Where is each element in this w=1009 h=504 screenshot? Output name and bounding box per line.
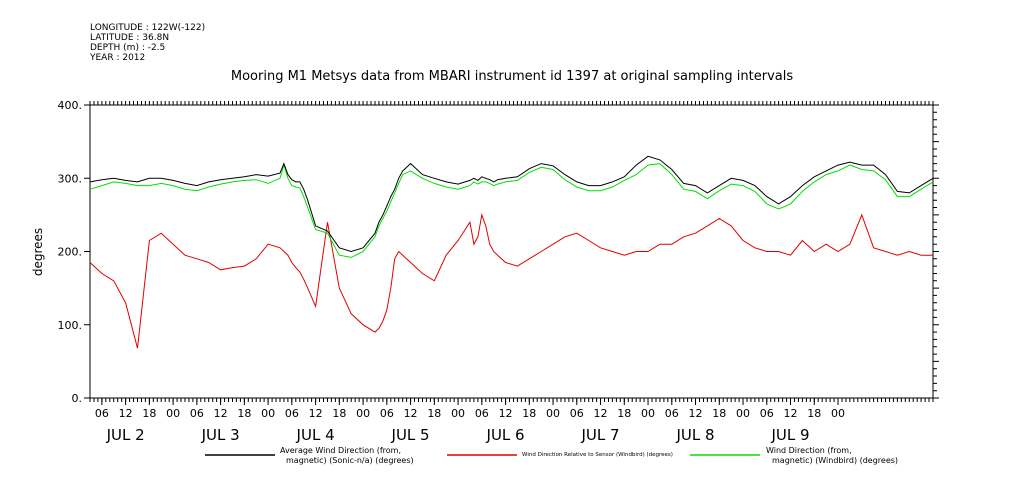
x-hour-label: 00: [261, 407, 275, 420]
x-day-label: JUL 4: [296, 426, 335, 444]
meta-longitude: LONGITUDE : 122W(-122): [90, 23, 205, 33]
series-lines: [89, 155, 934, 349]
y-tick-label: 100.: [58, 319, 83, 332]
series-line-average: [89, 155, 934, 253]
x-hour-label: 12: [499, 407, 513, 420]
x-hour-label: 12: [119, 407, 133, 420]
x-hour-label: 00: [641, 407, 655, 420]
x-day-label: JUL 8: [675, 426, 714, 444]
x-hour-label: 18: [142, 407, 156, 420]
minor-ticks: [89, 101, 939, 402]
y-axis: 0. 100. 200. 300. 400.: [58, 99, 90, 405]
metadata-block: LONGITUDE : 122W(-122) LATITUDE : 36.8N …: [89, 23, 205, 63]
x-hour-label: 00: [451, 407, 465, 420]
x-hour-label: 06: [95, 407, 109, 420]
y-axis-label: degrees: [31, 228, 45, 276]
chart-title: Mooring M1 Metsys data from MBARI instru…: [231, 69, 793, 84]
x-hour-label: 18: [427, 407, 441, 420]
x-hour-label: 00: [166, 407, 180, 420]
series-line-relative: [89, 212, 933, 349]
x-hour-label: 18: [617, 407, 631, 420]
legend-label-average-2: magnetic) (Sonic-n/a) (degrees): [286, 456, 414, 465]
y-tick-label: 0.: [72, 392, 83, 405]
x-hour-label: 06: [760, 407, 774, 420]
x-hour-label: 12: [784, 407, 798, 420]
x-hour-label: 06: [380, 407, 394, 420]
x-hour-label: 06: [665, 407, 679, 420]
legend-label-windbird-2: magnetic) (Windbird) (degrees): [772, 456, 898, 465]
x-hour-label: 00: [356, 407, 370, 420]
plot-frame: [89, 104, 934, 399]
x-hour-label: 12: [689, 407, 703, 420]
x-axis: 06 12 18 00 06 12 18 00 06 12 18 00 06 12 18 00 06 12 18 00…: [95, 398, 845, 444]
x-hour-label: 06: [570, 407, 584, 420]
x-hour-label: 00: [736, 407, 750, 420]
x-day-label: JUL 7: [581, 426, 620, 444]
x-hour-label: 12: [404, 407, 418, 420]
x-hour-label: 18: [237, 407, 251, 420]
x-hour-label: 12: [309, 407, 323, 420]
x-hour-label: 18: [332, 407, 346, 420]
meta-year: YEAR : 2012: [89, 53, 145, 63]
x-day-label: JUL 2: [106, 426, 145, 444]
x-hour-label: 06: [475, 407, 489, 420]
x-hour-label: 12: [214, 407, 228, 420]
x-day-label: JUL 5: [391, 426, 430, 444]
x-hour-label: 06: [190, 407, 204, 420]
meta-latitude: LATITUDE : 36.8N: [90, 33, 169, 43]
x-hour-label: 06: [285, 407, 299, 420]
y-tick-label: 300.: [58, 172, 83, 185]
minor-tick-marks: [89, 101, 939, 402]
legend-label-relative: Wind Direction Relative to Sensor (Windb…: [522, 452, 673, 458]
x-day-label: JUL 6: [486, 426, 525, 444]
x-hour-label: 00: [546, 407, 560, 420]
x-hour-label: 18: [522, 407, 536, 420]
x-hour-label: 18: [807, 407, 821, 420]
series-line-windbird: [89, 163, 934, 258]
y-tick-label: 400.: [58, 99, 83, 112]
legend: Average Wind Direction (from, magnetic) …: [205, 446, 898, 465]
legend-label-average-1: Average Wind Direction (from,: [280, 446, 401, 455]
x-hour-label: 00: [831, 407, 845, 420]
x-day-label: JUL 9: [770, 426, 809, 444]
x-day-label: JUL 3: [201, 426, 240, 444]
x-hour-label: 18: [712, 407, 726, 420]
x-hour-label: 12: [594, 407, 608, 420]
legend-label-windbird-1: Wind Direction (from,: [766, 446, 852, 455]
meta-depth: DEPTH (m) : -2.5: [90, 43, 165, 53]
y-tick-label: 200.: [58, 246, 83, 259]
